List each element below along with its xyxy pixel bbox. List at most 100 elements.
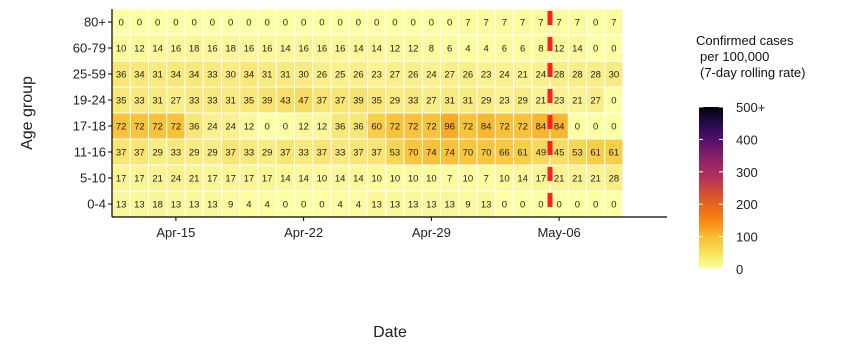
heatmap-cell xyxy=(313,113,331,139)
cell-value-label: 24 xyxy=(171,174,182,185)
cell-value-label: 72 xyxy=(426,122,437,133)
cell-value-label: 12 xyxy=(317,122,328,133)
heatmap-cell xyxy=(477,165,495,191)
heatmap-cell xyxy=(441,87,459,113)
cell-value-label: 14 xyxy=(280,174,291,185)
cell-value-label: 29 xyxy=(390,96,401,107)
cell-value-label: 10 xyxy=(317,174,328,185)
cell-value-label: 13 xyxy=(408,200,419,211)
cell-value-label: 34 xyxy=(189,70,200,81)
cell-value-label: 17 xyxy=(244,174,255,185)
heatmap-cell xyxy=(568,113,586,139)
y-tick-label: 60-79 xyxy=(73,41,106,56)
cell-value-label: 4 xyxy=(246,200,251,211)
heatmap-cell xyxy=(240,191,258,217)
heatmap-cell xyxy=(422,165,440,191)
heatmap-cell xyxy=(349,139,367,165)
cell-value-label: 8 xyxy=(429,44,434,55)
heatmap-cell xyxy=(222,87,240,113)
heatmap-cell xyxy=(295,87,313,113)
heatmap-cell xyxy=(240,165,258,191)
heatmap-cell xyxy=(605,191,623,217)
heatmap-cell xyxy=(441,165,459,191)
cell-value-label: 9 xyxy=(465,200,470,211)
heatmap-cell xyxy=(368,35,386,61)
cell-value-label: 66 xyxy=(499,148,510,159)
heatmap-cell xyxy=(587,9,605,35)
cell-value-label: 21 xyxy=(572,174,583,185)
legend-colorbar xyxy=(699,107,723,269)
heatmap-cell xyxy=(422,35,440,61)
heatmap-cell xyxy=(222,9,240,35)
heatmap-cell xyxy=(514,139,532,165)
heatmap-cell xyxy=(258,87,276,113)
heatmap-cell xyxy=(532,9,550,35)
heatmap-cell xyxy=(368,113,386,139)
cell-value-label: 72 xyxy=(171,122,182,133)
heatmap-cell xyxy=(532,87,550,113)
cell-value-label: 6 xyxy=(520,44,525,55)
cell-value-label: 0 xyxy=(611,96,616,107)
heatmap-cell xyxy=(167,165,185,191)
cell-value-label: 14 xyxy=(353,44,364,55)
heatmap-cell xyxy=(568,9,586,35)
heatmap-cell xyxy=(130,191,148,217)
cell-value-label: 0 xyxy=(228,18,233,29)
cell-value-label: 14 xyxy=(371,44,382,55)
cell-value-label: 34 xyxy=(134,70,145,81)
heatmap-cell xyxy=(331,165,349,191)
cell-value-label: 36 xyxy=(116,70,127,81)
cell-value-label: 33 xyxy=(335,148,346,159)
cell-value-label: 14 xyxy=(353,174,364,185)
cell-value-label: 0 xyxy=(611,122,616,133)
cell-value-label: 18 xyxy=(152,200,163,211)
cell-value-label: 74 xyxy=(426,148,437,159)
heatmap-cell xyxy=(605,9,623,35)
heatmap-cell xyxy=(532,61,550,87)
heatmap-cell xyxy=(240,61,258,87)
cell-value-label: 37 xyxy=(116,148,127,159)
cell-value-label: 10 xyxy=(426,174,437,185)
cell-value-label: 33 xyxy=(207,70,218,81)
cell-value-label: 35 xyxy=(244,96,255,107)
heatmap-cell xyxy=(240,139,258,165)
cell-value-label: 7 xyxy=(502,18,507,29)
heatmap-cell xyxy=(514,9,532,35)
y-tick-label: 17-18 xyxy=(73,119,106,134)
cell-value-label: 24 xyxy=(536,70,547,81)
heatmap-cell xyxy=(130,165,148,191)
cell-value-label: 12 xyxy=(408,44,419,55)
heatmap-cell xyxy=(149,61,167,87)
cell-value-label: 21 xyxy=(554,174,565,185)
cell-value-label: 72 xyxy=(152,122,163,133)
heatmap-cell xyxy=(587,87,605,113)
cell-value-label: 0 xyxy=(502,200,507,211)
heatmap-cell xyxy=(203,113,221,139)
cell-value-label: 0 xyxy=(283,200,288,211)
heatmap-cell xyxy=(386,9,404,35)
cell-value-label: 12 xyxy=(298,122,309,133)
heatmap-cell xyxy=(295,61,313,87)
heatmap-cell xyxy=(532,139,550,165)
cell-value-label: 17 xyxy=(262,174,273,185)
cell-value-label: 10 xyxy=(116,44,127,55)
cell-value-label: 27 xyxy=(590,96,601,107)
legend-tick-label: 200 xyxy=(736,197,758,212)
cell-value-label: 12 xyxy=(244,122,255,133)
heatmap-cell xyxy=(276,191,294,217)
cell-value-label: 16 xyxy=(171,44,182,55)
cell-value-label: 27 xyxy=(444,70,455,81)
cell-value-label: 6 xyxy=(447,44,452,55)
heatmap-cell xyxy=(240,87,258,113)
legend-title-line: Confirmed cases xyxy=(696,33,794,48)
heatmap-cell xyxy=(587,61,605,87)
cell-value-label: 13 xyxy=(171,200,182,211)
cell-value-label: 29 xyxy=(517,96,528,107)
cell-value-label: 0 xyxy=(593,44,598,55)
cell-value-label: 7 xyxy=(575,18,580,29)
cell-value-label: 16 xyxy=(207,44,218,55)
heatmap-cell xyxy=(276,9,294,35)
heatmap-cell xyxy=(404,165,422,191)
heatmap-cell xyxy=(550,191,568,217)
heatmap-cell xyxy=(295,139,313,165)
